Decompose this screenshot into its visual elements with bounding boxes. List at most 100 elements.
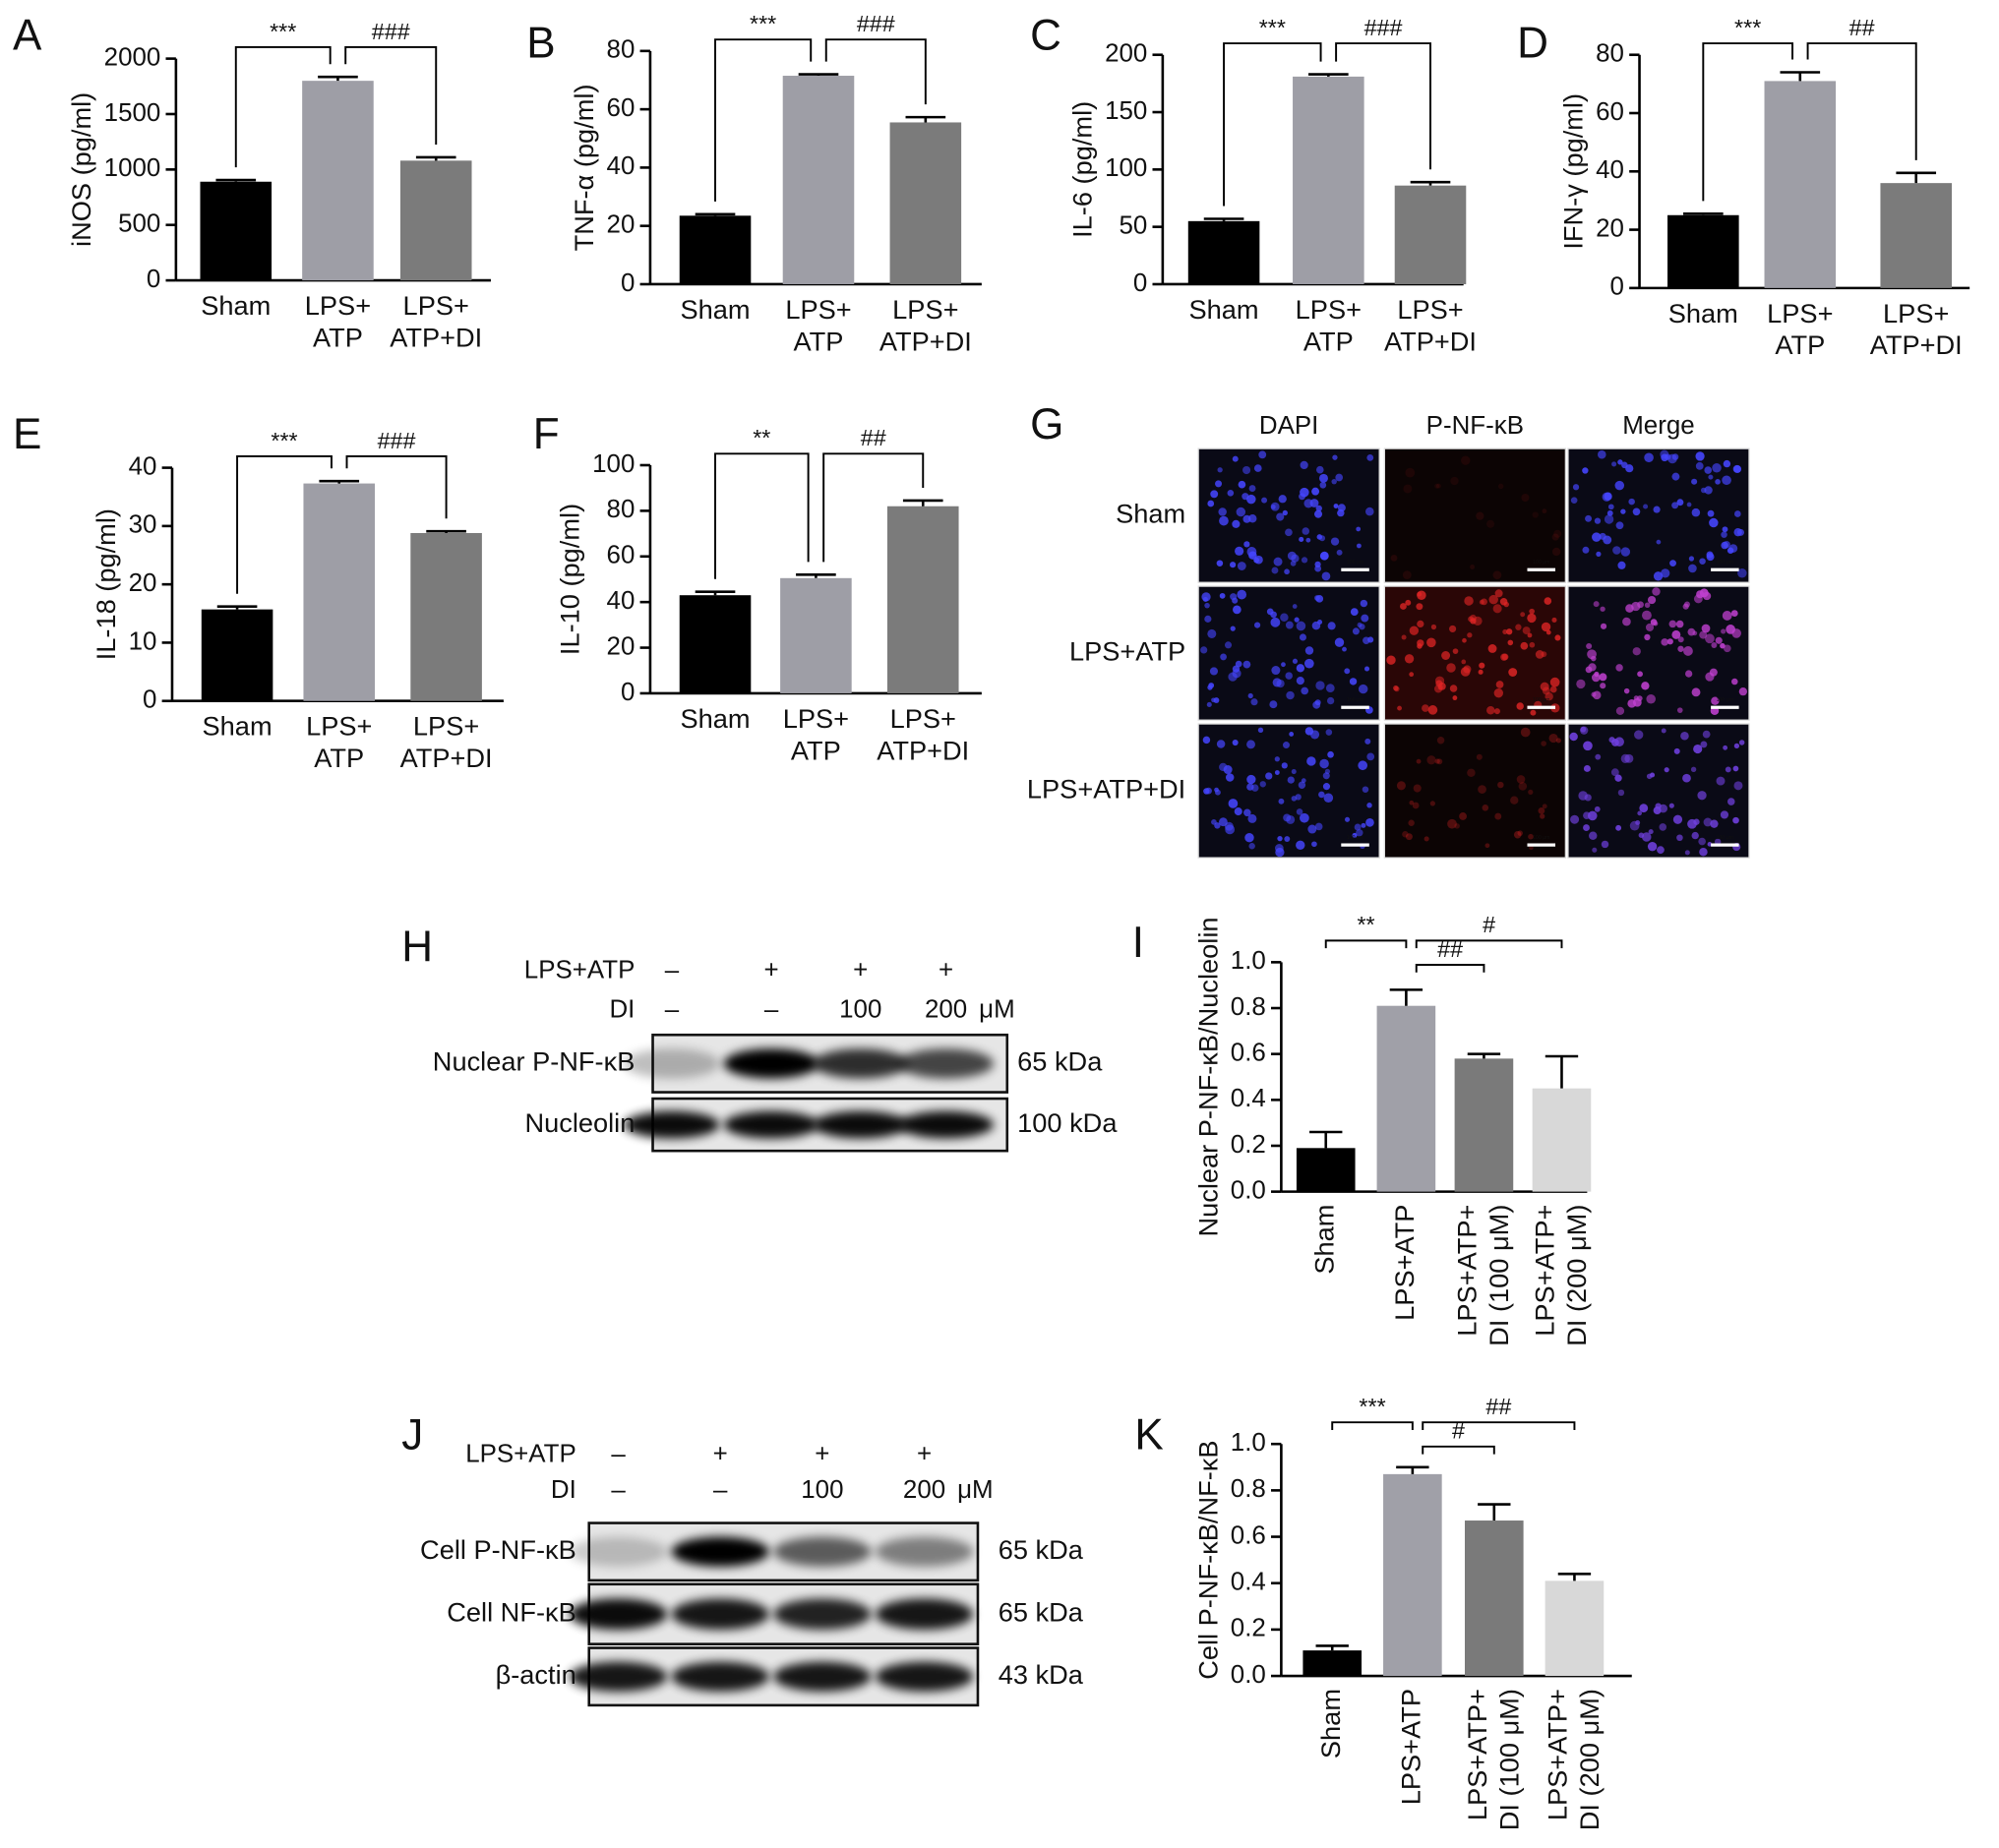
cell-dot <box>1478 669 1484 675</box>
cell-dot <box>1247 692 1253 699</box>
cell-dot <box>1497 483 1504 490</box>
cell-dot <box>1285 621 1294 629</box>
error-bar <box>1315 1644 1349 1651</box>
cell-dot <box>1615 706 1625 716</box>
cell-dot <box>1460 455 1471 465</box>
cell-dot <box>1318 473 1328 483</box>
lane-label: – <box>764 995 779 1023</box>
cell-dot <box>1430 624 1437 630</box>
cell-dot <box>1632 647 1641 656</box>
cell-dot <box>1671 472 1680 481</box>
micrograph: 100 μm <box>1384 448 1566 583</box>
cell-dot <box>1680 731 1689 741</box>
cell-dot <box>1542 804 1547 809</box>
x-tick-label: LPS+ ATP+DI <box>399 712 493 774</box>
cell-dot <box>1296 677 1304 686</box>
x-tick-label: LPS+ ATP <box>1767 299 1834 361</box>
cell-dot <box>1405 467 1416 478</box>
cell-dot <box>1730 610 1738 617</box>
significance-bracket <box>714 38 813 202</box>
error-bar <box>216 605 258 610</box>
cell-dot <box>1738 740 1745 745</box>
cell-dot <box>1209 667 1219 676</box>
y-tick-label: 60 <box>1596 98 1624 126</box>
blot-band <box>773 1661 872 1692</box>
cell-dot <box>1315 505 1322 512</box>
y-tick-label: 0 <box>143 686 156 714</box>
cell-dot <box>1422 704 1429 712</box>
cell-dot <box>1233 605 1242 615</box>
cell-dot <box>1676 707 1683 713</box>
cell-dot <box>1594 671 1600 678</box>
cell-dot <box>1299 536 1304 542</box>
cell-dot <box>1623 687 1630 694</box>
cell-dot <box>1641 832 1652 842</box>
cell-dot <box>1716 776 1726 786</box>
cell-dot <box>1594 517 1602 524</box>
y-tick-label: 80 <box>607 36 636 64</box>
cell-dot <box>1426 637 1436 648</box>
significance-label: *** <box>750 11 776 36</box>
bar <box>1296 1148 1356 1192</box>
bar <box>1667 214 1739 288</box>
x-tick-label-box: LPS+ATP+ DI (200 μM) <box>1544 1689 1605 1830</box>
cell-dot <box>1528 833 1534 840</box>
cell-dot <box>1409 672 1415 678</box>
cell-dot <box>1711 642 1718 648</box>
cell-dot <box>1720 642 1726 649</box>
cell-dot <box>1314 565 1322 572</box>
cell-dot <box>1303 499 1313 508</box>
cell-dot <box>1494 812 1502 820</box>
cell-dot <box>1232 665 1241 673</box>
cell-dot <box>1653 506 1661 513</box>
cell-dot <box>1699 558 1706 565</box>
blot-band <box>813 1110 909 1139</box>
cell-dot <box>1721 531 1727 538</box>
bar <box>1532 1088 1592 1192</box>
cell-dot <box>1273 557 1283 566</box>
significance-label: *** <box>1359 1394 1385 1419</box>
cell-dot <box>1230 626 1236 631</box>
cell-dot <box>1520 641 1529 650</box>
cell-dot <box>1532 511 1539 518</box>
cell-dot <box>1312 700 1321 709</box>
cell-dot <box>1287 776 1295 784</box>
y-tick-label: 60 <box>607 94 636 122</box>
panel-letter: A <box>13 12 42 60</box>
error-bar <box>215 178 257 182</box>
x-tick-label-box: LPS+ ATP <box>305 292 371 353</box>
x-tick-label: LPS+ ATP+DI <box>878 295 972 358</box>
micrograph: 100 μm <box>1567 724 1749 859</box>
cell-dot <box>1357 543 1362 549</box>
cell-dot <box>1449 625 1457 633</box>
cell-dot <box>1709 668 1718 677</box>
cell-dot <box>1668 620 1677 628</box>
scale-bar-label: 100 μm <box>1717 560 1733 566</box>
micrograph: 100 μm <box>1567 448 1749 583</box>
cell-dot <box>1276 512 1285 521</box>
cell-dot <box>1313 509 1323 518</box>
cell-dot <box>1488 594 1498 605</box>
cell-dot <box>1479 599 1484 605</box>
y-tick-label: 150 <box>1105 97 1147 125</box>
cell-dot <box>1321 571 1331 581</box>
blot-band <box>898 1048 995 1079</box>
cell-dot <box>1608 737 1615 744</box>
cell-dot <box>1315 465 1324 474</box>
cell-dot <box>1705 633 1715 644</box>
cell-dot <box>1555 738 1561 744</box>
y-tick-label: 0 <box>621 269 635 297</box>
cell-dot <box>1311 487 1320 496</box>
column-label: Merge <box>1622 412 1694 440</box>
significance-bracket <box>822 452 925 563</box>
error-bar <box>1557 1572 1592 1581</box>
cell-dot <box>1204 615 1212 623</box>
cell-dot <box>1599 673 1607 682</box>
micrograph-border <box>1567 447 1750 583</box>
cell-dot <box>1709 517 1719 528</box>
cell-dot <box>1354 823 1362 831</box>
cell-dot <box>1646 773 1653 780</box>
lane-label: 100 <box>839 995 881 1023</box>
blot-band <box>875 1661 974 1692</box>
